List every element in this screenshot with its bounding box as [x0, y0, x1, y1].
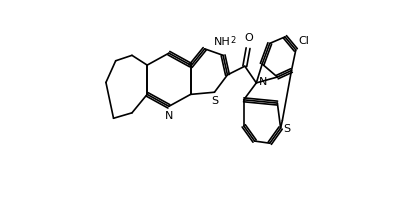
Text: N: N	[165, 111, 173, 121]
Text: S: S	[284, 124, 290, 134]
Text: 2: 2	[230, 36, 236, 45]
Text: NH: NH	[214, 37, 230, 47]
Text: O: O	[245, 33, 254, 43]
Text: S: S	[211, 96, 218, 106]
Text: Cl: Cl	[298, 36, 309, 46]
Text: N: N	[259, 77, 267, 87]
